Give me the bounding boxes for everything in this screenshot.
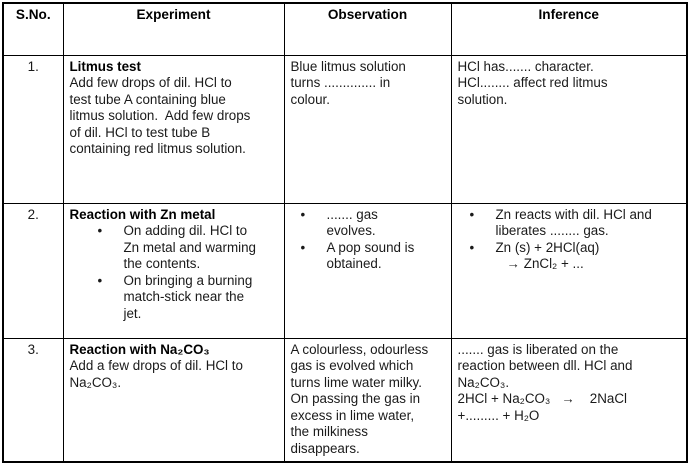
cell-observation-1: Blue litmus solution turns .............… bbox=[283, 54, 452, 204]
cell-observation-3: A colourless, odourless gas is evolved w… bbox=[283, 337, 452, 463]
cell-inference-1: HCl has....... character. HCl........ af… bbox=[450, 54, 688, 204]
list-item: • On bringing a burning match-stick near… bbox=[94, 273, 278, 323]
inference-bullet-list: • Zn reacts with dil. HCl and liberates … bbox=[458, 207, 681, 273]
list-item: • ....... gas evolves. bbox=[297, 207, 445, 240]
inference-text-3: ....... gas is liberated on the reaction… bbox=[457, 341, 633, 423]
bullet-icon: • bbox=[300, 206, 306, 222]
bullet-icon: • bbox=[97, 272, 103, 288]
list-item: • A pop sound is obtained. bbox=[297, 240, 445, 273]
bullet-icon: • bbox=[469, 239, 475, 255]
list-item: • Zn reacts with dil. HCl and liberates … bbox=[466, 207, 681, 240]
inference-text-1: HCl has....... character. HCl........ af… bbox=[457, 58, 608, 107]
experiment-bullet-list: • On adding dil. HCl to Zn metal and war… bbox=[70, 223, 278, 323]
experiment-text-1: Add few drops of dil. HCl to test tube A… bbox=[69, 75, 251, 157]
bullet-text: On adding dil. HCl to Zn metal and warmi… bbox=[123, 223, 256, 272]
experiment-title-1: Litmus test bbox=[69, 58, 141, 74]
observation-text-3: A colourless, odourless gas is evolved w… bbox=[290, 341, 429, 457]
bullet-text: Zn reacts with dil. HCl and liberates ..… bbox=[495, 206, 652, 239]
cell-sno-3: 3. bbox=[2, 337, 64, 463]
cell-experiment-2: Reaction with Zn metal • On adding dil. … bbox=[62, 202, 285, 339]
experiment-text-3: Add a few drops of dil. HCl to Na₂CO₃. bbox=[69, 358, 243, 390]
bullet-icon: • bbox=[97, 223, 103, 239]
cell-experiment-1: Litmus test Add few drops of dil. HCl to… bbox=[62, 54, 285, 204]
bullet-text: On bringing a burning match-stick near t… bbox=[123, 272, 253, 322]
cell-inference-3: ....... gas is liberated on the reaction… bbox=[450, 337, 688, 463]
column-header-inference: Inference bbox=[450, 2, 688, 56]
bullet-text: Zn (s) + 2HCl(aq) → ZnCl₂ + ... bbox=[495, 239, 600, 272]
experiment-title-3: Reaction with Na₂CO₃ bbox=[69, 341, 210, 357]
column-header-sno: S.No. bbox=[2, 2, 64, 56]
header-row: S.No. Experiment Observation Inference bbox=[2, 2, 688, 56]
cell-observation-2: • ....... gas evolves. • A pop sound is … bbox=[283, 202, 452, 339]
cell-inference-2: • Zn reacts with dil. HCl and liberates … bbox=[450, 202, 688, 339]
table-row-3: 3. Reaction with Na₂CO₃ Add a few drops … bbox=[2, 337, 688, 463]
list-item: • On adding dil. HCl to Zn metal and war… bbox=[94, 223, 278, 273]
observation-bullet-list: • ....... gas evolves. • A pop sound is … bbox=[291, 207, 445, 273]
column-header-observation: Observation bbox=[283, 2, 452, 56]
observation-text-1: Blue litmus solution turns .............… bbox=[290, 58, 406, 107]
column-header-experiment: Experiment bbox=[62, 2, 285, 56]
bullet-icon: • bbox=[469, 206, 475, 222]
bullet-icon: • bbox=[300, 239, 306, 255]
cell-experiment-3: Reaction with Na₂CO₃ Add a few drops of … bbox=[62, 337, 285, 463]
table-row-2: 2. Reaction with Zn metal • On adding di… bbox=[2, 202, 688, 339]
cell-sno-2: 2. bbox=[2, 202, 64, 339]
list-item: • Zn (s) + 2HCl(aq) → ZnCl₂ + ... bbox=[466, 240, 681, 273]
cell-sno-1: 1. bbox=[2, 54, 64, 204]
bullet-text: ....... gas evolves. bbox=[326, 206, 378, 239]
table-row-1: 1. Litmus test Add few drops of dil. HCl… bbox=[2, 54, 688, 204]
experiment-title-2: Reaction with Zn metal bbox=[69, 206, 216, 222]
bullet-text: A pop sound is obtained. bbox=[326, 239, 415, 272]
